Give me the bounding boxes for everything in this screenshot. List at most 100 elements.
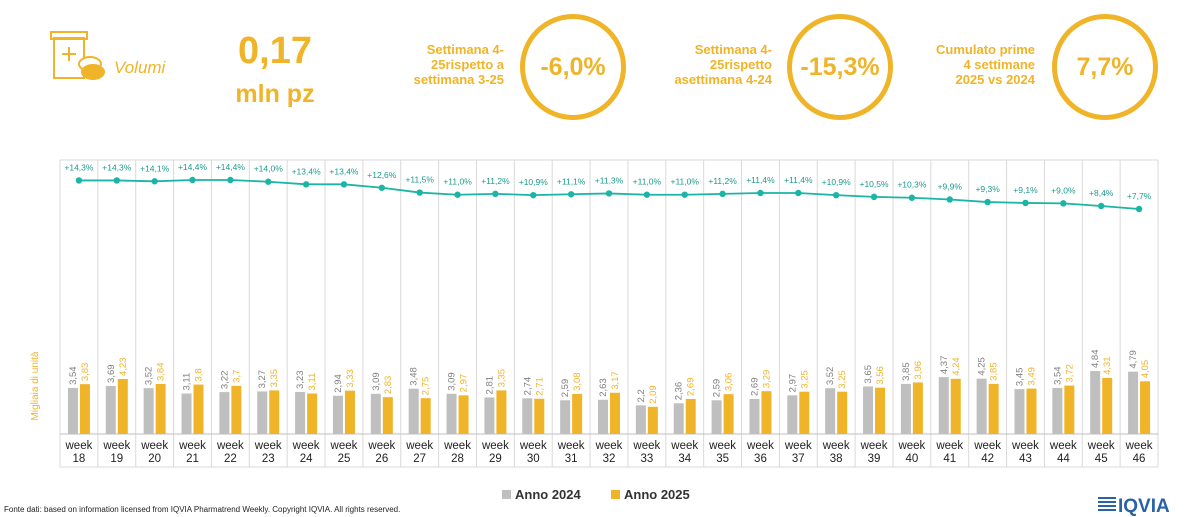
growth-point [795,189,802,197]
data-label-2025: 2,69 [686,377,697,396]
growth-label: +14,3% [102,162,132,172]
data-label-2025: 4,24 [951,357,962,376]
bar-2025 [875,387,886,434]
bar-2025 [496,390,507,434]
x-tick-label: 39 [868,453,881,465]
kpi-circle-2: -15,3% [787,14,893,120]
growth-point [719,190,726,198]
svg-text:IQVIA: IQVIA [1118,496,1170,516]
data-label-2024: 3,09 [447,372,458,391]
bar-2024 [370,393,381,434]
data-label-2025: 3,96 [913,361,924,380]
growth-label: +11,0% [671,177,700,187]
growth-point [567,191,575,198]
x-tick-label: 20 [148,453,161,465]
data-label-2024: 2,94 [333,374,344,393]
growth-label: +11,1% [557,176,586,186]
data-label-2025: 3,72 [1064,364,1075,383]
growth-label: +11,3% [595,175,624,185]
x-tick-label: week [860,440,888,452]
x-tick-label: week [1125,440,1153,452]
data-label-2024: 3,69 [106,364,117,383]
bar-2025 [458,395,469,434]
x-tick-label: week [784,440,812,452]
data-label-2025: 4,31 [1102,356,1113,375]
data-label-2024: 2,2 [636,389,647,402]
growth-point [643,191,651,198]
x-tick-label: week [708,440,736,452]
growth-point [870,193,878,201]
x-tick-label: 25 [338,453,351,465]
y-axis-label: Migliaia di unità [30,351,41,420]
bar-2025 [647,406,658,434]
bar-2025 [761,391,772,434]
bar-2024 [219,392,230,434]
data-label-2024: 3,48 [409,367,420,386]
growth-label: +10,5% [859,179,889,189]
growth-point [757,189,764,197]
data-label-2024: 4,25 [977,357,988,376]
growth-label: +11,4% [746,175,775,185]
data-label-2025: 2,97 [459,374,470,393]
data-label-2024: 3,54 [1052,366,1063,385]
bar-2025 [572,393,583,434]
x-tick-label: week [822,440,850,452]
data-label-2025: 3,29 [761,370,772,389]
bar-2024 [484,397,495,434]
bar-2024 [522,398,533,434]
bar-2024 [446,393,457,434]
growth-point [340,181,348,188]
growth-label: +14,4% [216,162,246,172]
bar-2024 [635,405,646,434]
x-tick-label: week [632,440,660,452]
growth-point [302,181,310,188]
growth-label: +14,0% [254,164,284,174]
x-tick-label: 21 [186,453,199,465]
bar-2025 [155,384,166,434]
bar-2024 [1014,389,1025,434]
bar-2025 [79,384,90,434]
growth-point [832,191,840,199]
bar-2024 [787,395,798,434]
growth-point [1098,202,1105,210]
volumi-label: Volumi [114,58,166,77]
x-tick-label: week [216,440,244,452]
data-label-2024: 3,52 [825,367,836,386]
data-label-2024: 3,23 [295,370,306,389]
x-tick-label: 30 [527,453,540,465]
pill-box-icon [50,31,105,80]
x-tick-label: week [405,440,433,452]
x-tick-label: 18 [73,453,86,465]
bar-2024 [711,400,722,434]
growth-point [113,177,120,184]
bar-2025 [269,390,280,434]
x-tick-label: week [557,440,585,452]
bar-2024 [408,388,419,434]
data-label-2025: 3,06 [724,373,735,392]
data-label-2025: 3,17 [610,371,621,390]
x-tick-label: week [443,440,471,452]
growth-label: +11,4% [784,175,813,185]
data-label-2025: 4,05 [1140,360,1151,379]
bar-2025 [610,392,620,434]
bar-2024 [295,391,306,434]
bar-2025 [117,378,128,434]
growth-point [189,176,196,184]
growth-point [227,176,234,184]
x-tick-label: 36 [754,453,767,465]
growth-label: +14,1% [140,163,170,173]
growth-label: +10,9% [519,177,549,187]
growth-label: +11,0% [443,177,472,187]
growth-point [1022,199,1029,207]
bar-2024 [1052,387,1063,434]
data-label-2024: 3,27 [257,370,268,389]
x-tick-label: 40 [905,453,918,465]
data-label-2024: 3,65 [863,365,874,384]
growth-label: +7,7% [1127,191,1152,201]
bar-2025 [799,391,810,434]
x-tick-label: 37 [792,453,805,465]
growth-label: +9,9% [938,181,963,191]
bar-2025 [344,390,355,434]
x-tick-label: week [330,440,358,452]
